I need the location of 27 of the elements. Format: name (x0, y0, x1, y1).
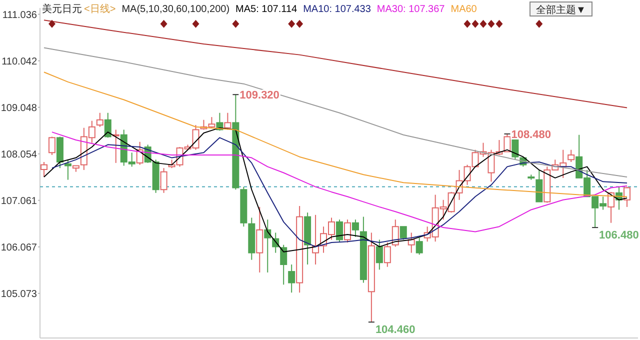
annotation: 108.480 (511, 128, 551, 141)
y-tick-label: 107.061 (0, 196, 38, 207)
y-tick-label: 109.048 (0, 102, 38, 114)
annotation: 全部主题▼ (536, 4, 586, 16)
y-tick-label: 111.036 (2, 10, 38, 21)
candlestick (296, 206, 304, 294)
legend-title: MA(5,10,30,60,100,200) (122, 4, 230, 15)
annotation: 106.480 (599, 230, 639, 242)
chart-title: 美元日元 (42, 3, 82, 15)
text: MA60 (450, 4, 478, 15)
candlestick (360, 216, 367, 284)
candlestick (248, 217, 256, 260)
candlestick (160, 168, 168, 194)
text: MA10: 107.433 (303, 4, 372, 15)
y-tick-label: 108.054 (0, 149, 38, 160)
annotation: 109.320 (240, 90, 280, 102)
y-tick-label: 110.042 (2, 56, 38, 68)
chart-subtitle: <日线> (84, 3, 116, 15)
y-tick-label: 106.067 (0, 242, 38, 254)
candlestick (288, 264, 296, 294)
candlestick (368, 232, 375, 323)
text: MA30: 107.367 (376, 4, 446, 15)
y-tick-label: 105.073 (0, 288, 38, 300)
candlestick (256, 206, 264, 273)
text: MA5: 107.114 (236, 4, 298, 15)
candlestick (304, 212, 312, 266)
annotation: 104.460 (375, 324, 416, 336)
